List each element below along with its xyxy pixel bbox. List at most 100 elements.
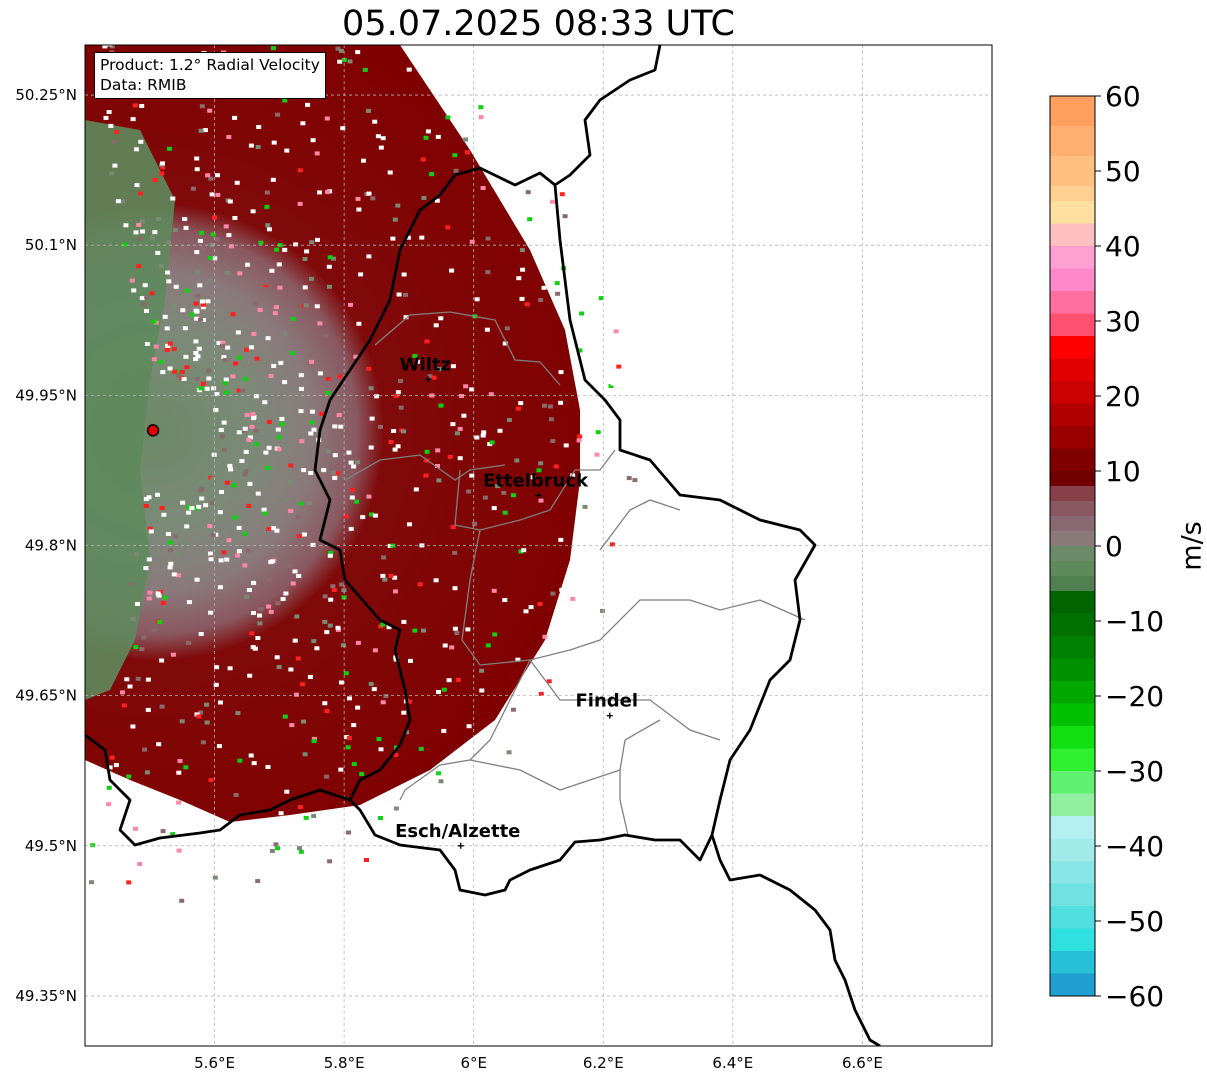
echo-speckle — [547, 404, 553, 409]
echo-speckles — [89, 2, 639, 903]
echo-speckle — [403, 292, 408, 297]
echo-speckle — [359, 772, 365, 776]
echo-speckle — [212, 256, 218, 261]
echo-speckle — [273, 305, 279, 310]
echo-speckle — [275, 846, 281, 851]
echo-speckle — [279, 416, 285, 421]
echo-speckle — [232, 115, 238, 120]
echo-speckle — [288, 667, 294, 672]
echo-speckle — [380, 622, 386, 627]
echo-speckle — [393, 752, 399, 757]
echo-speckle — [251, 416, 257, 421]
echo-speckle — [366, 494, 372, 499]
echo-speckle — [227, 666, 233, 671]
echo-speckle — [314, 304, 320, 309]
echo-speckle — [427, 374, 433, 379]
echo-speckle — [282, 247, 288, 252]
echo-speckle — [139, 104, 145, 108]
colorbar-tick-label: −30 — [1105, 755, 1164, 788]
echo-speckle — [582, 504, 588, 509]
echo-speckle — [321, 18, 326, 22]
echo-speckle — [244, 413, 250, 417]
echo-speckle — [217, 585, 223, 590]
echo-speckle — [162, 314, 168, 319]
echo-speckle — [194, 250, 200, 255]
echo-speckle — [274, 528, 280, 533]
echo-speckle — [401, 429, 407, 434]
echo-speckle — [289, 351, 295, 355]
echo-speckle — [270, 46, 276, 51]
echo-speckle — [482, 495, 488, 500]
echo-speckle — [115, 199, 121, 204]
echo-speckle — [548, 417, 554, 422]
echo-speckle — [309, 420, 315, 425]
echo-speckle — [221, 355, 227, 360]
echo-speckle — [230, 374, 236, 379]
echo-speckle — [220, 343, 226, 348]
echo-speckle — [616, 364, 622, 369]
echo-speckle — [481, 430, 487, 435]
colorbar-segment — [1050, 246, 1095, 269]
echo-speckle — [203, 503, 209, 508]
echo-speckle — [271, 363, 277, 368]
echo-speckle — [407, 522, 412, 527]
echo-speckle — [335, 46, 341, 51]
echo-speckle — [425, 129, 431, 134]
echo-speckle — [210, 232, 216, 237]
echo-speckle — [236, 525, 242, 530]
echo-speckle — [469, 387, 475, 392]
echo-speckle — [246, 40, 251, 44]
colorbar-segment — [1050, 576, 1095, 592]
echo-speckle — [194, 316, 200, 321]
echo-speckle — [405, 235, 411, 240]
echo-speckle — [382, 577, 388, 582]
echo-speckle — [100, 5, 105, 9]
echo-speckle — [251, 331, 257, 336]
echo-speckle — [151, 628, 157, 633]
echo-speckle — [331, 588, 337, 592]
echo-speckle — [159, 264, 164, 269]
echo-speckle — [479, 688, 485, 693]
echo-speckle — [277, 243, 283, 248]
echo-speckle — [297, 201, 303, 206]
echo-speckle — [126, 850, 132, 854]
echo-speckle — [398, 405, 404, 410]
echo-speckle — [133, 230, 139, 235]
canton-border-wiltz — [344, 454, 506, 481]
echo-speckle — [145, 677, 151, 682]
echo-speckle — [270, 2, 275, 6]
colorbar-segment — [1050, 561, 1095, 577]
echo-speckle — [141, 302, 147, 307]
echo-speckle — [418, 746, 424, 751]
echo-speckle — [156, 593, 162, 598]
echo-speckle — [236, 388, 242, 393]
city-label: Findel — [575, 691, 638, 712]
echo-speckle — [632, 478, 638, 483]
echo-speckle — [262, 511, 268, 516]
echo-speckle — [199, 104, 205, 109]
echo-speckle — [417, 582, 423, 587]
echo-speckle — [388, 440, 394, 444]
colorbar-segment — [1050, 906, 1095, 929]
echo-speckle — [196, 504, 202, 509]
colorbar-segment — [1050, 883, 1095, 907]
echo-speckle — [374, 394, 380, 399]
echo-speckle — [176, 800, 182, 805]
echo-speckle — [538, 461, 544, 466]
echo-speckle — [351, 723, 357, 728]
echo-speckle — [218, 428, 224, 432]
echo-speckle — [355, 640, 361, 645]
echo-speckle — [258, 426, 264, 431]
echo-speckle — [194, 167, 200, 172]
echo-speckle — [167, 146, 172, 151]
echo-speckle — [157, 620, 163, 624]
echo-speckle — [159, 704, 165, 709]
echo-speckle — [144, 770, 150, 775]
lat-tick-label: 49.5°N — [25, 837, 77, 855]
lon-tick-label: 6.2°E — [583, 1054, 624, 1072]
echo-speckle — [173, 284, 179, 289]
lon-tick-label: 6.6°E — [842, 1054, 883, 1072]
colorbar-segment — [1050, 156, 1095, 187]
echo-speckle — [208, 551, 213, 556]
colorbar-segment — [1050, 973, 1095, 997]
